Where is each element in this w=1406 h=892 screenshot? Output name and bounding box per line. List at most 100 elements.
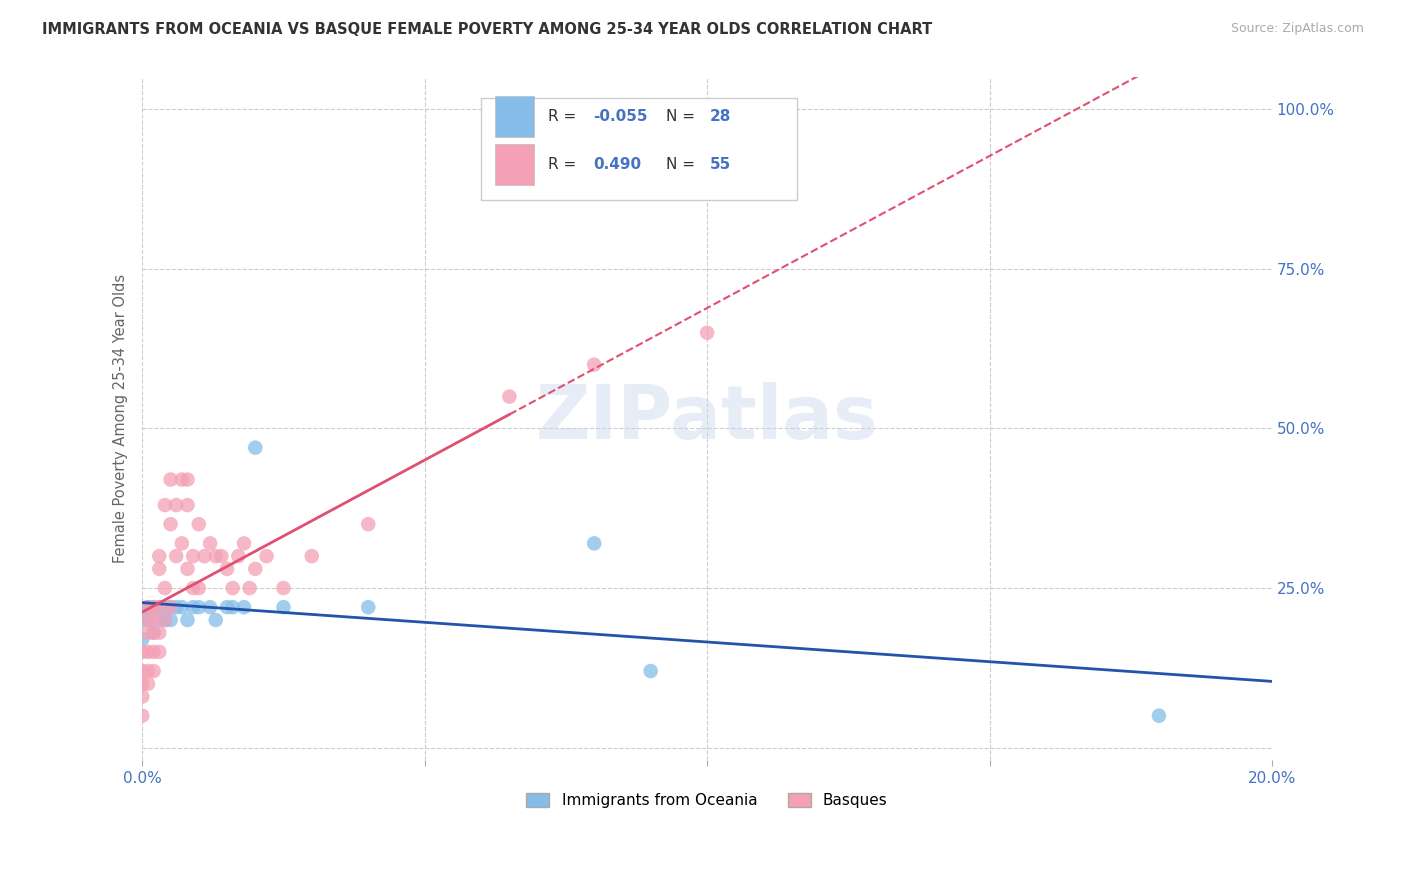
Point bbox=[159, 600, 181, 615]
Point bbox=[136, 664, 159, 678]
Point bbox=[136, 613, 159, 627]
Point bbox=[142, 613, 165, 627]
Point bbox=[148, 600, 170, 615]
Point bbox=[131, 632, 153, 646]
Point bbox=[273, 600, 295, 615]
Point bbox=[148, 625, 170, 640]
Point bbox=[176, 613, 198, 627]
Point bbox=[215, 562, 238, 576]
Point bbox=[209, 549, 232, 563]
Text: 28: 28 bbox=[710, 109, 731, 124]
Point bbox=[148, 645, 170, 659]
Point bbox=[136, 600, 159, 615]
Point bbox=[357, 600, 380, 615]
Point bbox=[165, 549, 187, 563]
Point bbox=[583, 536, 606, 550]
Point bbox=[159, 517, 181, 532]
Point bbox=[131, 664, 153, 678]
Legend: Immigrants from Oceania, Basques: Immigrants from Oceania, Basques bbox=[520, 787, 894, 814]
Point bbox=[131, 677, 153, 691]
Point bbox=[170, 473, 193, 487]
Point bbox=[176, 562, 198, 576]
Point bbox=[1147, 708, 1170, 723]
Point bbox=[142, 600, 165, 615]
Point bbox=[142, 625, 165, 640]
Point bbox=[142, 645, 165, 659]
Point bbox=[131, 690, 153, 704]
Point bbox=[136, 645, 159, 659]
Point bbox=[142, 625, 165, 640]
Text: IMMIGRANTS FROM OCEANIA VS BASQUE FEMALE POVERTY AMONG 25-34 YEAR OLDS CORRELATI: IMMIGRANTS FROM OCEANIA VS BASQUE FEMALE… bbox=[42, 22, 932, 37]
Point bbox=[233, 600, 256, 615]
Point bbox=[256, 549, 278, 563]
Text: R =: R = bbox=[548, 157, 581, 172]
Text: 55: 55 bbox=[710, 157, 731, 172]
Point bbox=[239, 581, 262, 595]
Point bbox=[273, 581, 295, 595]
Point bbox=[198, 600, 221, 615]
Text: N =: N = bbox=[666, 109, 700, 124]
FancyBboxPatch shape bbox=[495, 95, 534, 136]
Point bbox=[153, 581, 176, 595]
Point bbox=[198, 536, 221, 550]
Point bbox=[170, 600, 193, 615]
Point bbox=[148, 613, 170, 627]
Point bbox=[153, 498, 176, 512]
FancyBboxPatch shape bbox=[481, 98, 797, 201]
FancyBboxPatch shape bbox=[495, 144, 534, 185]
Text: N =: N = bbox=[666, 157, 700, 172]
Point bbox=[583, 358, 606, 372]
Point bbox=[159, 613, 181, 627]
Point bbox=[221, 600, 243, 615]
Point bbox=[131, 645, 153, 659]
Point bbox=[181, 600, 204, 615]
Text: 0.490: 0.490 bbox=[593, 157, 641, 172]
Point bbox=[136, 625, 159, 640]
Point bbox=[153, 613, 176, 627]
Point bbox=[696, 326, 718, 340]
Point bbox=[301, 549, 323, 563]
Point bbox=[159, 600, 181, 615]
Point bbox=[181, 549, 204, 563]
Point bbox=[170, 536, 193, 550]
Point bbox=[136, 613, 159, 627]
Text: Source: ZipAtlas.com: Source: ZipAtlas.com bbox=[1230, 22, 1364, 36]
Point bbox=[245, 441, 267, 455]
Point bbox=[142, 664, 165, 678]
Point bbox=[204, 613, 226, 627]
Point bbox=[131, 613, 153, 627]
Point bbox=[153, 613, 176, 627]
Point bbox=[215, 600, 238, 615]
Point bbox=[131, 708, 153, 723]
Point bbox=[148, 600, 170, 615]
Point bbox=[136, 600, 159, 615]
Point bbox=[193, 549, 215, 563]
Point bbox=[357, 517, 380, 532]
Point bbox=[221, 581, 243, 595]
Point bbox=[187, 600, 209, 615]
Point bbox=[176, 498, 198, 512]
Point bbox=[148, 562, 170, 576]
Point bbox=[136, 600, 159, 615]
Point bbox=[136, 677, 159, 691]
Point bbox=[204, 549, 226, 563]
Point bbox=[228, 549, 250, 563]
Point bbox=[165, 600, 187, 615]
Point bbox=[148, 549, 170, 563]
Text: -0.055: -0.055 bbox=[593, 109, 648, 124]
Point bbox=[181, 581, 204, 595]
Point bbox=[640, 664, 662, 678]
Text: ZIPatlas: ZIPatlas bbox=[536, 383, 879, 456]
Point bbox=[187, 581, 209, 595]
Y-axis label: Female Poverty Among 25-34 Year Olds: Female Poverty Among 25-34 Year Olds bbox=[114, 275, 128, 564]
Point bbox=[187, 517, 209, 532]
Point bbox=[165, 498, 187, 512]
Point bbox=[142, 600, 165, 615]
Point bbox=[498, 390, 520, 404]
Point bbox=[176, 473, 198, 487]
Point bbox=[233, 536, 256, 550]
Point bbox=[245, 562, 267, 576]
Point bbox=[159, 473, 181, 487]
Point bbox=[153, 600, 176, 615]
Text: R =: R = bbox=[548, 109, 581, 124]
